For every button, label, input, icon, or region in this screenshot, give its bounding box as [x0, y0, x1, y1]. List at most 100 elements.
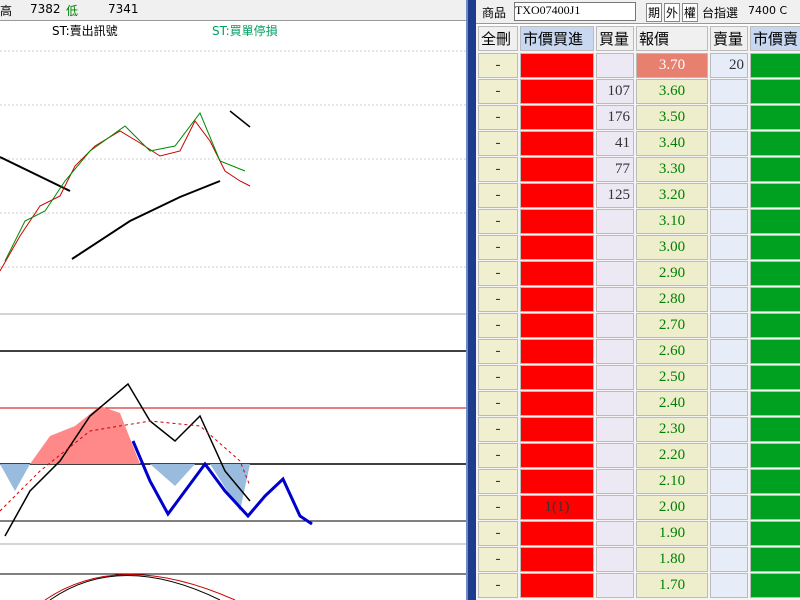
market-sell-cell[interactable]: [750, 157, 800, 182]
del-cell[interactable]: -: [478, 209, 518, 234]
price-cell[interactable]: 2.70: [636, 313, 708, 338]
price-cell[interactable]: 3.30: [636, 157, 708, 182]
market-buy-cell[interactable]: [520, 573, 594, 598]
market-sell-cell[interactable]: [750, 183, 800, 208]
market-sell-cell[interactable]: [750, 261, 800, 286]
price-cell[interactable]: 2.90: [636, 261, 708, 286]
market-buy-cell[interactable]: [520, 235, 594, 260]
market-buy-cell[interactable]: 1(1): [520, 495, 594, 520]
tab[interactable]: 期: [646, 3, 663, 22]
sell-cell[interactable]: [710, 495, 748, 520]
sell-cell[interactable]: [710, 417, 748, 442]
splitter[interactable]: [466, 0, 476, 600]
market-buy-cell[interactable]: [520, 209, 594, 234]
price-cell[interactable]: 3.40: [636, 131, 708, 156]
price-cell[interactable]: 1.70: [636, 573, 708, 598]
market-buy-cell[interactable]: [520, 521, 594, 546]
price-cell[interactable]: 2.50: [636, 365, 708, 390]
del-cell[interactable]: -: [478, 235, 518, 260]
buy-cell[interactable]: [596, 313, 634, 338]
price-cell[interactable]: 1.80: [636, 547, 708, 572]
market-buy-cell[interactable]: [520, 547, 594, 572]
price-cell[interactable]: 3.10: [636, 209, 708, 234]
market-sell-cell[interactable]: [750, 287, 800, 312]
market-sell-cell[interactable]: [750, 131, 800, 156]
market-sell-cell[interactable]: [750, 417, 800, 442]
sell-cell[interactable]: [710, 547, 748, 572]
sell-cell[interactable]: [710, 287, 748, 312]
buy-cell[interactable]: [596, 53, 634, 78]
market-sell-cell[interactable]: [750, 79, 800, 104]
del-cell[interactable]: -: [478, 79, 518, 104]
sell-cell[interactable]: [710, 183, 748, 208]
market-sell-cell[interactable]: [750, 495, 800, 520]
sell-cell[interactable]: [710, 79, 748, 104]
buy-cell[interactable]: 176: [596, 105, 634, 130]
del-cell[interactable]: -: [478, 521, 518, 546]
market-sell-cell[interactable]: [750, 365, 800, 390]
sell-cell[interactable]: [710, 157, 748, 182]
column-header[interactable]: 報價: [636, 26, 708, 51]
price-cell[interactable]: 2.30: [636, 417, 708, 442]
market-buy-cell[interactable]: [520, 417, 594, 442]
market-sell-cell[interactable]: [750, 313, 800, 338]
buy-cell[interactable]: [596, 391, 634, 416]
market-sell-cell[interactable]: [750, 339, 800, 364]
del-cell[interactable]: -: [478, 339, 518, 364]
market-buy-cell[interactable]: [520, 365, 594, 390]
price-cell[interactable]: 2.00: [636, 495, 708, 520]
market-buy-cell[interactable]: [520, 157, 594, 182]
column-header[interactable]: 買量: [596, 26, 634, 51]
sell-cell[interactable]: [710, 365, 748, 390]
market-buy-cell[interactable]: [520, 287, 594, 312]
sell-cell[interactable]: [710, 105, 748, 130]
price-cell[interactable]: 2.10: [636, 469, 708, 494]
del-cell[interactable]: -: [478, 573, 518, 598]
buy-cell[interactable]: [596, 443, 634, 468]
buy-cell[interactable]: [596, 209, 634, 234]
buy-cell[interactable]: [596, 469, 634, 494]
market-sell-cell[interactable]: [750, 391, 800, 416]
market-sell-cell[interactable]: [750, 547, 800, 572]
sell-cell[interactable]: [710, 131, 748, 156]
price-cell[interactable]: 3.60: [636, 79, 708, 104]
del-cell[interactable]: -: [478, 495, 518, 520]
sell-cell[interactable]: [710, 261, 748, 286]
market-buy-cell[interactable]: [520, 339, 594, 364]
price-cell[interactable]: 3.50: [636, 105, 708, 130]
price-cell[interactable]: 3.20: [636, 183, 708, 208]
del-cell[interactable]: -: [478, 365, 518, 390]
market-buy-cell[interactable]: [520, 79, 594, 104]
sell-cell[interactable]: [710, 573, 748, 598]
buy-cell[interactable]: [596, 573, 634, 598]
buy-cell[interactable]: 107: [596, 79, 634, 104]
del-cell[interactable]: -: [478, 287, 518, 312]
del-cell[interactable]: -: [478, 157, 518, 182]
market-sell-cell[interactable]: [750, 443, 800, 468]
market-buy-cell[interactable]: [520, 183, 594, 208]
tab[interactable]: 權: [682, 3, 699, 22]
market-buy-cell[interactable]: [520, 261, 594, 286]
buy-cell[interactable]: [596, 261, 634, 286]
market-buy-cell[interactable]: [520, 313, 594, 338]
buy-cell[interactable]: [596, 287, 634, 312]
del-cell[interactable]: -: [478, 417, 518, 442]
buy-cell[interactable]: [596, 235, 634, 260]
market-sell-cell[interactable]: [750, 521, 800, 546]
sell-cell[interactable]: [710, 209, 748, 234]
market-sell-cell[interactable]: [750, 105, 800, 130]
price-cell[interactable]: 3.00: [636, 235, 708, 260]
market-buy-cell[interactable]: [520, 131, 594, 156]
price-cell[interactable]: 2.20: [636, 443, 708, 468]
market-buy-cell[interactable]: [520, 53, 594, 78]
buy-cell[interactable]: 41: [596, 131, 634, 156]
tab[interactable]: 外: [664, 3, 681, 22]
price-cell[interactable]: 1.90: [636, 521, 708, 546]
column-header[interactable]: 市價賣: [750, 26, 800, 51]
sell-cell[interactable]: [710, 235, 748, 260]
price-cell[interactable]: 3.70: [636, 53, 708, 78]
market-sell-cell[interactable]: [750, 53, 800, 78]
buy-cell[interactable]: 125: [596, 183, 634, 208]
sell-cell[interactable]: [710, 339, 748, 364]
del-cell[interactable]: -: [478, 131, 518, 156]
